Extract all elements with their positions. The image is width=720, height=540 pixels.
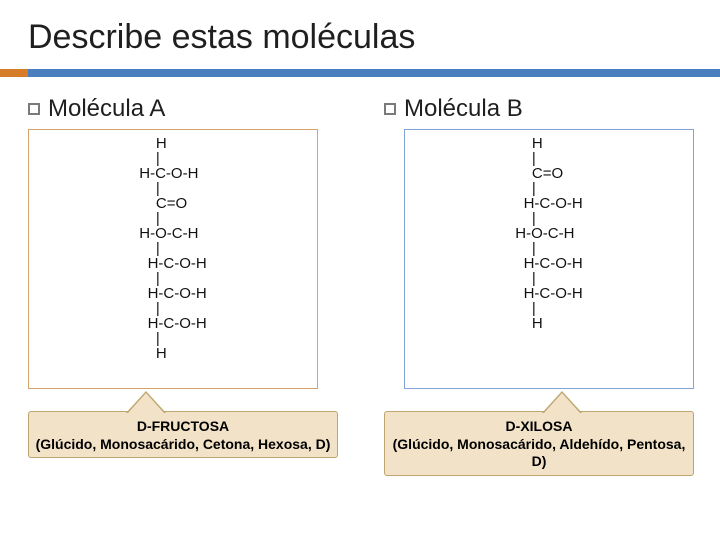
- column-a: Molécula A H |H-C-O-H | C=O |H-O-C-H | H…: [28, 95, 338, 476]
- callout-b: D-XILOSA (Glúcido, Monosacárido, Aldehíd…: [384, 411, 694, 476]
- heading-a: Molécula A: [28, 95, 338, 123]
- bullet-icon: [384, 103, 396, 115]
- divider-bar: [0, 69, 720, 77]
- divider-accent: [0, 69, 28, 77]
- bullet-icon: [28, 103, 40, 115]
- callout-a-name: D-FRUCTOSA: [33, 418, 333, 436]
- heading-a-label: Molécula A: [48, 95, 165, 123]
- molecule-panel-b: H | C=O | H-C-O-H |H-O-C-H | H-C-O-H | H…: [404, 129, 694, 389]
- callout-a-desc: (Glúcido, Monosacárido, Cetona, Hexosa, …: [33, 436, 333, 454]
- divider-main: [28, 69, 720, 77]
- arrow-up-icon: [128, 393, 164, 413]
- column-b: Molécula B H | C=O | H-C-O-H |H-O-C-H | …: [384, 95, 694, 476]
- callout-b-desc: (Glúcido, Monosacárido, Aldehído, Pentos…: [389, 436, 689, 471]
- arrow-up-icon: [544, 393, 580, 413]
- columns: Molécula A H |H-C-O-H | C=O |H-O-C-H | H…: [0, 77, 720, 476]
- callout-a: D-FRUCTOSA (Glúcido, Monosacárido, Ceton…: [28, 411, 338, 458]
- molecule-structure-a: H |H-C-O-H | C=O |H-O-C-H | H-C-O-H | H-…: [139, 136, 207, 361]
- molecule-panel-a: H |H-C-O-H | C=O |H-O-C-H | H-C-O-H | H-…: [28, 129, 318, 389]
- molecule-structure-b: H | C=O | H-C-O-H |H-O-C-H | H-C-O-H | H…: [515, 136, 583, 331]
- callout-b-name: D-XILOSA: [389, 418, 689, 436]
- heading-b-label: Molécula B: [404, 95, 523, 123]
- arrow-b-wrap: [384, 389, 694, 411]
- heading-b: Molécula B: [384, 95, 694, 123]
- page-title: Describe estas moléculas: [0, 0, 720, 57]
- arrow-a-wrap: [28, 389, 338, 411]
